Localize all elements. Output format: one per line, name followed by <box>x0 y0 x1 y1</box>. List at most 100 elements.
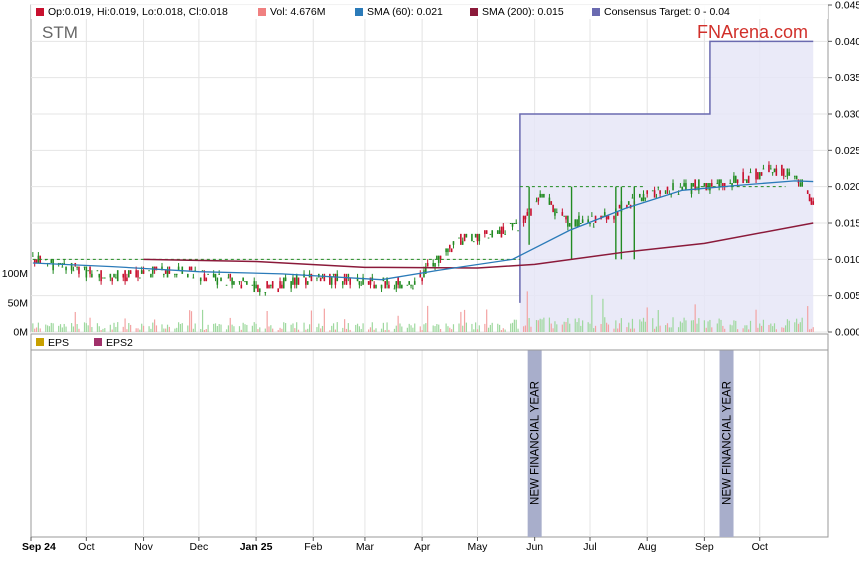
volume-bar <box>449 327 451 332</box>
volume-bar <box>395 325 397 332</box>
volume-bar <box>537 320 539 332</box>
volume-bar <box>238 326 241 332</box>
volume-bar <box>486 309 488 332</box>
volume-bar <box>102 328 104 332</box>
volume-bar <box>109 324 111 332</box>
volume-bar <box>685 320 687 332</box>
candle-body <box>602 215 604 217</box>
candle-body <box>98 273 101 278</box>
volume-bar <box>37 322 39 332</box>
ticker-label: STM <box>42 23 78 42</box>
volume-bar <box>670 327 672 332</box>
candle-body <box>679 186 682 188</box>
candle-body <box>806 190 809 194</box>
volume-bar <box>72 326 75 332</box>
candle-body <box>266 281 268 289</box>
candle-body <box>485 230 488 234</box>
candle-body <box>683 183 685 187</box>
candle-body <box>773 168 776 173</box>
candle-body <box>408 281 411 285</box>
candle-body <box>723 183 726 187</box>
x-tick-label: Jun <box>526 541 543 553</box>
candle-body <box>784 175 787 177</box>
volume-bar <box>70 323 73 332</box>
volume-bar <box>438 324 440 332</box>
candle-body <box>292 277 294 285</box>
volume-bar <box>63 323 65 332</box>
volume-bar <box>783 327 785 332</box>
candle-body <box>70 262 73 271</box>
volume-bar <box>631 318 634 332</box>
candle-body <box>401 284 403 289</box>
volume-bar <box>259 327 261 332</box>
legend-sma200: SMA (200): 0.015 <box>470 6 564 18</box>
candle-body <box>744 179 746 181</box>
volume-bar <box>607 324 610 332</box>
volume-bar <box>356 323 359 332</box>
candle-body <box>812 201 815 205</box>
volume-bar <box>759 323 761 332</box>
candle-body <box>768 164 770 173</box>
candle-body <box>425 266 427 274</box>
candle-body <box>526 212 529 216</box>
volume-bar <box>432 325 434 332</box>
candle-body <box>640 197 643 202</box>
volume-bar <box>524 325 527 332</box>
candle-body <box>694 179 696 191</box>
volume-bar <box>87 325 89 332</box>
volume-bar <box>451 329 453 332</box>
candle-body <box>295 273 298 285</box>
candle-body <box>423 270 425 278</box>
volume-bar <box>668 327 670 332</box>
volume-bar <box>628 322 630 332</box>
volume-bar <box>61 327 63 332</box>
candle-body <box>734 175 737 184</box>
candle-body <box>174 273 176 275</box>
volume-bar <box>528 318 530 332</box>
volume-bar <box>513 319 515 332</box>
volume-bar <box>580 325 582 332</box>
volume-bar <box>307 328 309 332</box>
candle-body <box>205 277 208 282</box>
volume-bar <box>32 323 34 332</box>
volume-bar <box>321 325 324 332</box>
volume-bar <box>757 327 759 332</box>
candle-body <box>781 164 783 176</box>
candle-body <box>395 281 398 289</box>
candle-body <box>447 248 449 253</box>
volume-bar <box>113 322 115 332</box>
volume-bar <box>810 328 812 332</box>
legend-eps2-label: EPS2 <box>106 337 133 349</box>
volume-bar <box>736 329 739 332</box>
volume-bar <box>698 318 700 332</box>
consensus-target-line <box>519 40 814 303</box>
volume-bar <box>515 319 517 332</box>
volume-bar <box>192 328 194 332</box>
candle-body <box>733 175 735 184</box>
legend-ohlc-label: Op:0.019, Hi:0.019, Lo:0.018, Cl:0.018 <box>48 6 228 18</box>
candle-body <box>504 233 506 235</box>
volume-bar <box>148 326 150 332</box>
volume-bar <box>165 328 167 332</box>
candle-body <box>358 281 361 285</box>
volume-bar <box>168 326 170 332</box>
candle-body <box>151 266 154 274</box>
volume-bar <box>744 325 746 332</box>
candle-body <box>135 270 137 278</box>
candle-body <box>452 241 455 245</box>
candle-body <box>524 215 527 220</box>
volume-bar <box>179 323 182 332</box>
volume-bar <box>74 311 76 332</box>
volume-bar <box>266 310 268 332</box>
volume-bar <box>111 329 113 332</box>
candle-body <box>270 284 272 286</box>
candle-body <box>746 179 748 184</box>
candle-body <box>330 277 333 285</box>
volume-bar <box>155 325 158 332</box>
volume-bar <box>748 329 750 332</box>
candle-body <box>341 281 344 285</box>
volume-bar <box>45 324 47 332</box>
candle-body <box>747 175 750 184</box>
candle-body <box>271 281 274 289</box>
volume-bar <box>100 330 102 332</box>
